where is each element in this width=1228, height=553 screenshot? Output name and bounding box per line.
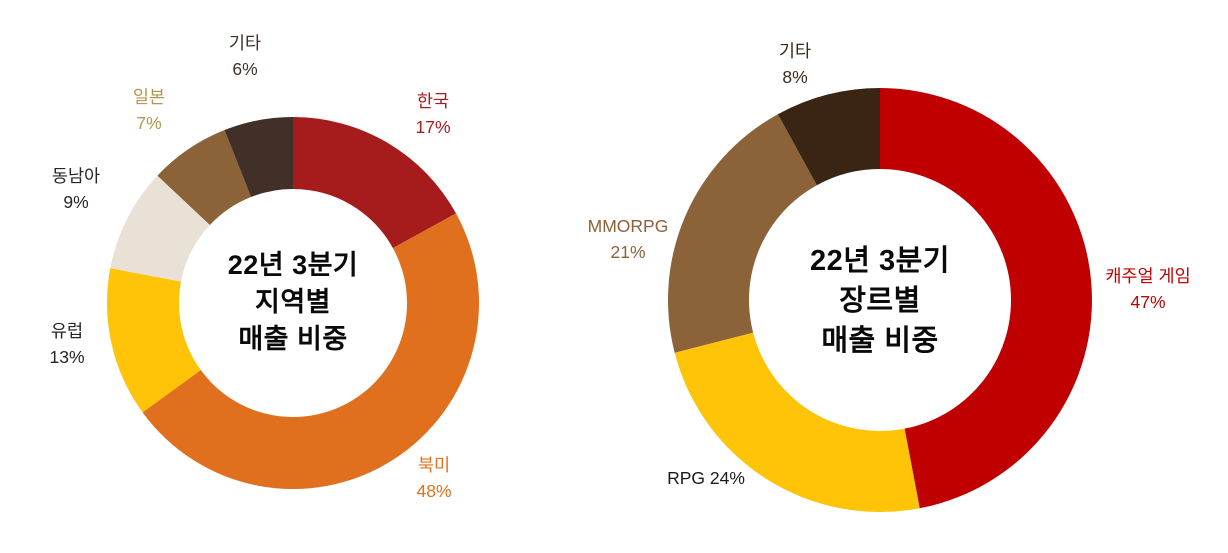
genre-chart-title: 22년 3분기 장르별 매출 비중 xyxy=(760,241,1000,361)
label-north-america-value: 48% xyxy=(416,481,452,502)
label-southeast-asia-value: 9% xyxy=(63,192,89,213)
region-title-line3: 매출 비중 xyxy=(238,324,348,354)
label-southeast-asia: 동남아 9% xyxy=(34,163,118,216)
label-mmorpg-name: MMORPG xyxy=(587,216,669,236)
label-mmorpg-value: 21% xyxy=(610,242,646,263)
label-korea-name: 한국 xyxy=(416,91,450,111)
label-etc-region: 기타 6% xyxy=(213,30,277,83)
label-casual-games: 캐주얼 게임 47% xyxy=(1085,263,1211,316)
label-mmorpg: MMORPG 21% xyxy=(576,213,680,266)
genre-title-line1: 22년 3분기 xyxy=(810,245,950,277)
label-rpg-text: RPG 24% xyxy=(667,468,745,488)
genre-title-line3: 매출 비중 xyxy=(821,325,939,357)
donut-slice-2 xyxy=(667,114,817,353)
region-title-line1: 22년 3분기 xyxy=(227,250,359,280)
donut-slice-5 xyxy=(224,117,293,198)
label-europe-name: 유럽 xyxy=(50,321,84,341)
donut-slice-1 xyxy=(674,332,920,512)
donut-slice-3 xyxy=(110,175,210,282)
label-europe: 유럽 13% xyxy=(30,318,104,371)
donut-slice-3 xyxy=(777,88,880,186)
genre-title-line2: 장르별 xyxy=(839,285,921,317)
label-north-america: 북미 48% xyxy=(397,452,471,505)
label-europe-value: 13% xyxy=(49,347,85,368)
donut-slice-0 xyxy=(293,117,456,249)
label-etc-genre: 기타 8% xyxy=(758,38,832,91)
label-etc-genre-value: 8% xyxy=(782,67,808,88)
label-korea: 한국 17% xyxy=(396,88,470,141)
region-chart-title: 22년 3분기 지역별 매출 비중 xyxy=(173,247,413,358)
donut-slice-4 xyxy=(157,130,252,225)
label-etc-region-name: 기타 xyxy=(228,33,262,53)
donut-slice-2 xyxy=(106,268,201,413)
label-japan: 일본 7% xyxy=(112,84,186,137)
label-japan-value: 7% xyxy=(136,113,162,134)
label-north-america-name: 북미 xyxy=(417,455,451,475)
region-donut-svg xyxy=(106,117,480,490)
label-etc-region-value: 6% xyxy=(232,59,258,80)
genre-donut-svg xyxy=(667,88,1092,512)
label-casual-games-name: 캐주얼 게임 xyxy=(1105,266,1191,286)
label-etc-genre-name: 기타 xyxy=(778,41,812,61)
donut-slice-0 xyxy=(880,88,1092,509)
label-rpg: RPG 24% xyxy=(644,465,768,491)
label-southeast-asia-name: 동남아 xyxy=(51,166,101,186)
region-title-line2: 지역별 xyxy=(254,287,332,317)
label-casual-games-value: 47% xyxy=(1130,292,1166,313)
label-japan-name: 일본 xyxy=(132,87,166,107)
donut-slice-1 xyxy=(142,213,480,490)
label-korea-value: 17% xyxy=(415,117,451,138)
